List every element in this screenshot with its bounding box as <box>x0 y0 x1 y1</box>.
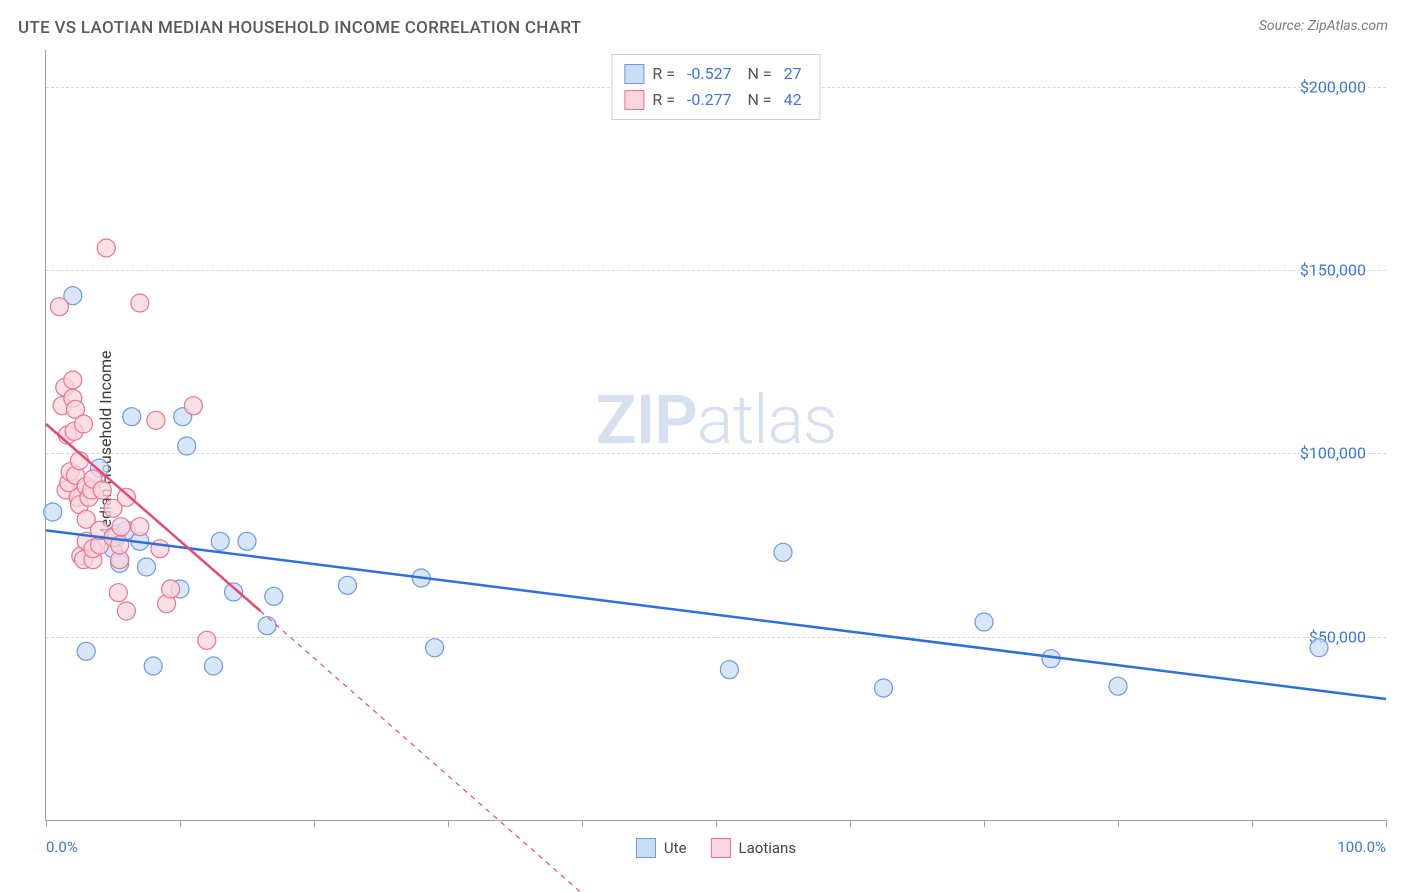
data-point <box>151 540 169 558</box>
ute-r-value: -0.527 <box>687 61 732 87</box>
stats-row-laotians: R = -0.277 N = 42 <box>624 87 801 113</box>
data-point <box>774 543 792 561</box>
source-prefix: Source: <box>1259 18 1308 34</box>
source-name: ZipAtlas.com <box>1308 18 1388 34</box>
x-tick <box>1252 820 1253 827</box>
ute-n-value: 27 <box>784 61 802 87</box>
bottom-legend: Ute Laotians <box>636 838 796 858</box>
legend-swatch-laotians <box>711 838 731 858</box>
trend-line <box>260 611 582 892</box>
stats-row-ute: R = -0.527 N = 27 <box>624 61 801 87</box>
data-point <box>258 617 276 635</box>
x-tick <box>46 820 47 827</box>
trend-line <box>46 530 1386 699</box>
data-point <box>265 587 283 605</box>
data-point <box>147 411 165 429</box>
scatter-svg <box>46 50 1386 820</box>
data-point <box>178 437 196 455</box>
legend-item-ute: Ute <box>636 838 687 858</box>
legend-swatch-ute <box>636 838 656 858</box>
data-point <box>205 657 223 675</box>
stats-legend-box: R = -0.527 N = 27 R = -0.277 N = 42 <box>611 54 820 120</box>
x-axis-max-label: 100.0% <box>1337 838 1386 856</box>
data-point <box>109 584 127 602</box>
data-point <box>138 558 156 576</box>
chart-title: UTE VS LAOTIAN MEDIAN HOUSEHOLD INCOME C… <box>18 18 581 38</box>
x-tick <box>1118 820 1119 827</box>
data-point <box>75 415 93 433</box>
legend-label-ute: Ute <box>664 839 687 857</box>
chart-source: Source: ZipAtlas.com <box>1259 18 1388 34</box>
data-point <box>117 602 135 620</box>
data-point <box>339 576 357 594</box>
x-tick <box>448 820 449 827</box>
data-point <box>162 580 180 598</box>
x-tick <box>1386 820 1387 827</box>
swatch-laotians <box>624 90 644 110</box>
data-point <box>144 657 162 675</box>
data-point <box>1310 639 1328 657</box>
data-point <box>117 488 135 506</box>
data-point <box>93 481 111 499</box>
data-point <box>77 642 95 660</box>
data-point <box>1109 677 1127 695</box>
laotians-r-value: -0.277 <box>687 87 732 113</box>
x-tick <box>716 820 717 827</box>
laotians-n-value: 42 <box>784 87 802 113</box>
data-point <box>198 631 216 649</box>
data-point <box>64 371 82 389</box>
legend-label-laotians: Laotians <box>739 839 797 857</box>
data-point <box>426 639 444 657</box>
chart-plot-area: ZIPatlas $50,000$100,000$150,000$200,000… <box>45 50 1386 821</box>
data-point <box>131 518 149 536</box>
data-point <box>131 294 149 312</box>
x-tick <box>984 820 985 827</box>
data-point <box>44 503 62 521</box>
x-tick <box>180 820 181 827</box>
legend-item-laotians: Laotians <box>711 838 797 858</box>
x-tick <box>582 820 583 827</box>
data-point <box>184 397 202 415</box>
data-point <box>123 408 141 426</box>
x-tick <box>850 820 851 827</box>
x-axis-min-label: 0.0% <box>46 838 78 856</box>
data-point <box>875 679 893 697</box>
swatch-ute <box>624 64 644 84</box>
data-point <box>211 532 229 550</box>
data-point <box>238 532 256 550</box>
chart-header: UTE VS LAOTIAN MEDIAN HOUSEHOLD INCOME C… <box>18 18 1388 48</box>
data-point <box>50 298 68 316</box>
data-point <box>975 613 993 631</box>
data-point <box>720 661 738 679</box>
data-point <box>97 239 115 257</box>
data-point <box>112 518 130 536</box>
x-tick <box>314 820 315 827</box>
